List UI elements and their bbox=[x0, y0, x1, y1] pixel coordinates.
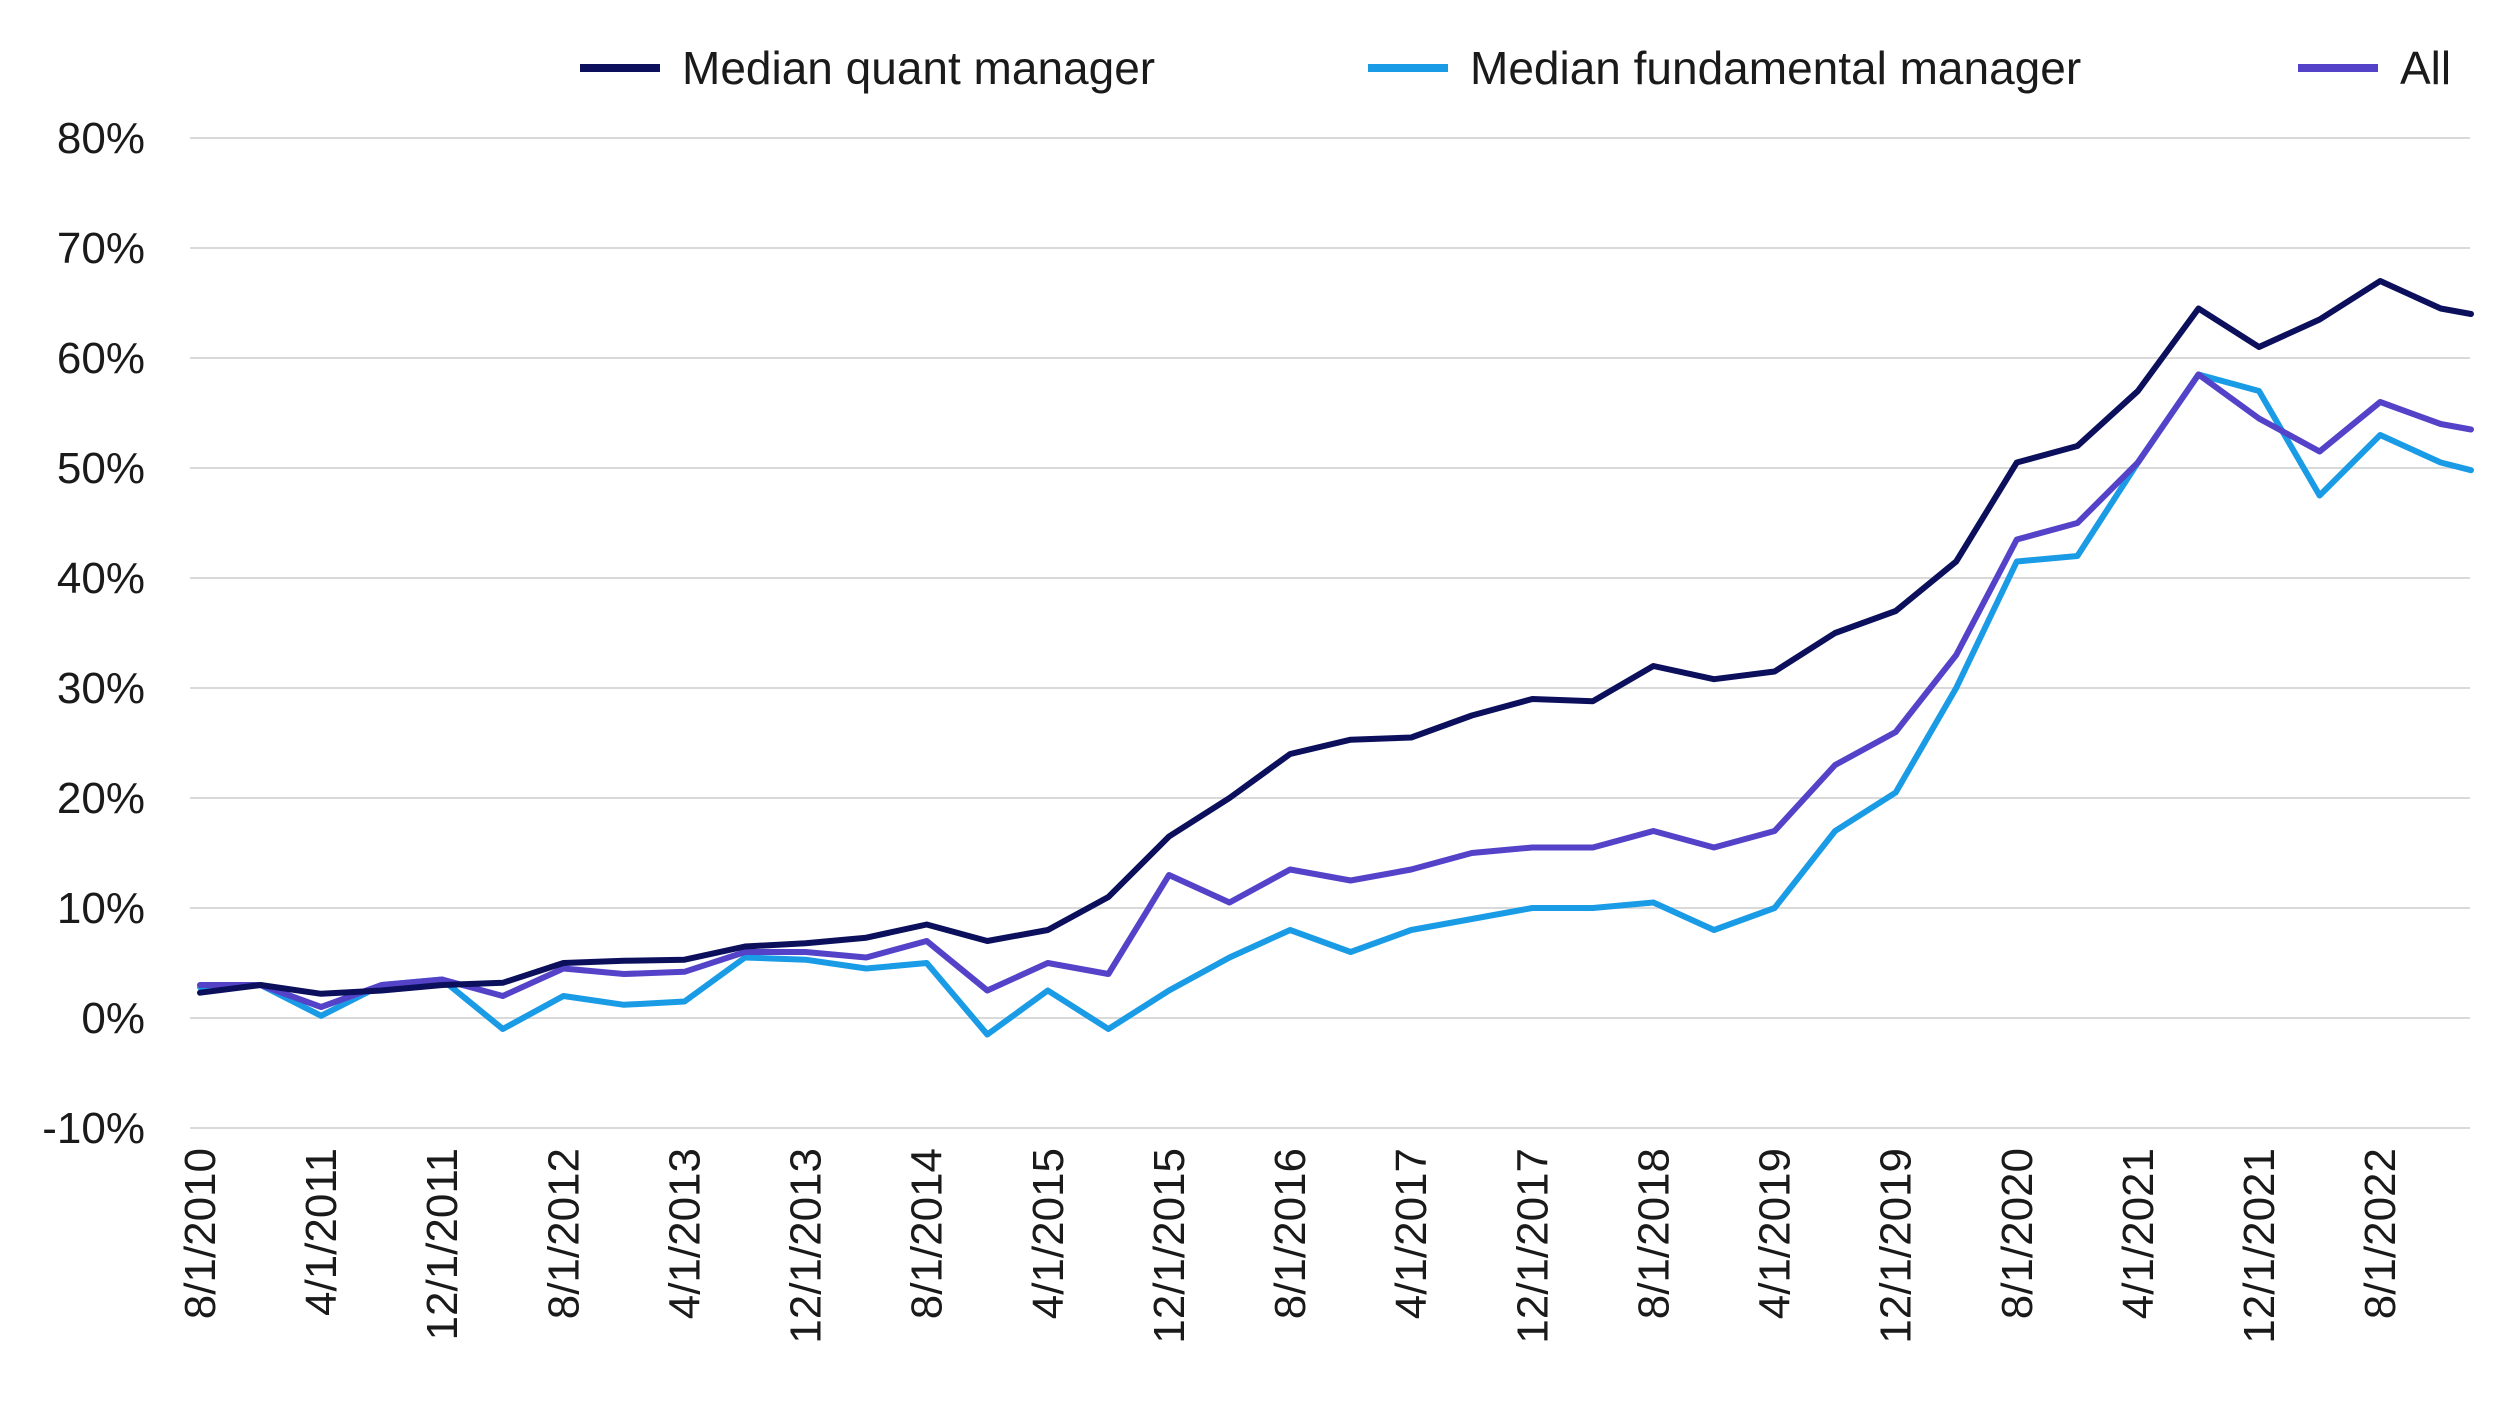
x-tick-label: 8/1/2016 bbox=[1266, 1148, 1315, 1319]
y-tick-label: 40% bbox=[57, 554, 145, 603]
x-tick-label: 4/1/2017 bbox=[1387, 1148, 1436, 1319]
x-axis-ticks: 8/1/2010 4/1/2011 12/1/2011 8/1/2012 4/1/201… bbox=[176, 1148, 2405, 1344]
x-tick-label: 12/1/2013 bbox=[782, 1148, 831, 1344]
x-tick-label: 8/1/2010 bbox=[176, 1148, 225, 1319]
x-tick-label: 12/1/2021 bbox=[2235, 1148, 2284, 1344]
x-tick-label: 4/1/2013 bbox=[660, 1148, 709, 1319]
x-tick-label: 4/1/2011 bbox=[297, 1148, 346, 1316]
x-tick-label: 4/1/2021 bbox=[2114, 1148, 2163, 1319]
y-axis-ticks: -10% 0% 10% 20% 30% 40% 50% 60% 70% 80% bbox=[42, 114, 145, 1153]
x-tick-label: 8/1/2018 bbox=[1629, 1148, 1678, 1319]
x-tick-label: 4/1/2015 bbox=[1024, 1148, 1073, 1319]
series-lines bbox=[197, 278, 2474, 1038]
x-tick-label: 8/1/2022 bbox=[2356, 1148, 2405, 1319]
x-tick-label: 8/1/2020 bbox=[1993, 1148, 2042, 1319]
y-tick-label: 50% bbox=[57, 444, 145, 493]
legend-item-all: All bbox=[2298, 42, 2451, 94]
y-tick-label: 60% bbox=[57, 334, 145, 383]
y-tick-label: 80% bbox=[57, 114, 145, 163]
y-tick-label: 0% bbox=[81, 994, 145, 1043]
y-tick-label: 70% bbox=[57, 224, 145, 273]
y-tick-label: 20% bbox=[57, 774, 145, 823]
y-tick-label: 30% bbox=[57, 664, 145, 713]
x-tick-label: 12/1/2019 bbox=[1872, 1148, 1921, 1344]
legend-label-quant: Median quant manager bbox=[682, 42, 1155, 94]
gridlines bbox=[190, 137, 2470, 1129]
x-tick-label: 4/1/2019 bbox=[1751, 1148, 1800, 1319]
legend-item-quant: Median quant manager bbox=[580, 42, 1155, 94]
series-line-quant bbox=[197, 278, 2474, 997]
legend-label-fundamental: Median fundamental manager bbox=[1470, 42, 2081, 94]
x-tick-label: 12/1/2017 bbox=[1508, 1148, 1557, 1344]
series-line-fundamental bbox=[197, 371, 2474, 1038]
x-tick-label: 12/1/2011 bbox=[418, 1148, 467, 1340]
legend-item-fundamental: Median fundamental manager bbox=[1368, 42, 2081, 94]
y-tick-label: 10% bbox=[57, 884, 145, 933]
x-tick-label: 8/1/2014 bbox=[903, 1148, 952, 1319]
series-line-all bbox=[197, 371, 2474, 1010]
legend-label-all: All bbox=[2400, 42, 2451, 94]
x-tick-label: 12/1/2015 bbox=[1145, 1148, 1194, 1344]
x-tick-label: 8/1/2012 bbox=[539, 1148, 588, 1319]
legend: Median quant manager Median fundamental … bbox=[580, 42, 2451, 94]
y-tick-label: -10% bbox=[42, 1104, 145, 1153]
